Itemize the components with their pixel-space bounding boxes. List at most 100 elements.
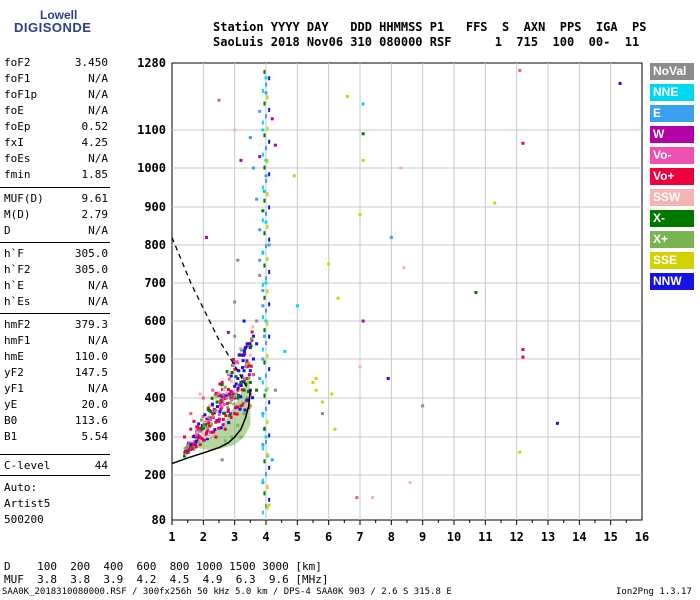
header-values: SaoLuis 2018 Nov06 310 080000 RSF 1 715 … (213, 35, 640, 49)
separator (0, 475, 110, 476)
data-point (264, 158, 268, 162)
data-point (206, 427, 210, 431)
param-value: 5.54 (81, 430, 109, 443)
data-point (194, 442, 197, 446)
data-point (399, 166, 403, 170)
x-tick-label: 7 (356, 530, 363, 544)
data-point (190, 447, 194, 451)
data-point (266, 321, 269, 326)
data-point (235, 392, 239, 396)
data-point (217, 412, 221, 416)
data-point (189, 442, 193, 446)
param-row: fxI 4.25 (4, 135, 108, 151)
param-value: 147.5 (74, 366, 108, 379)
data-point (214, 409, 218, 413)
data-point (239, 395, 243, 399)
param-name: h`Es (4, 295, 31, 308)
data-point (232, 361, 236, 365)
data-point (226, 392, 230, 396)
data-point (192, 440, 196, 444)
data-point (262, 334, 266, 338)
data-point (226, 405, 230, 409)
x-tick-label: 10 (447, 530, 461, 544)
data-point (208, 424, 212, 428)
legend-item: W (650, 126, 694, 143)
data-point (224, 393, 228, 397)
header-labels: Station YYYY DAY DDD HHMMSS P1 FFS S AXN… (213, 20, 647, 34)
data-point (225, 370, 229, 374)
data-point (226, 373, 230, 377)
data-point (211, 415, 215, 419)
y-tick-label: 300 (144, 430, 166, 444)
data-point (204, 433, 208, 437)
data-point (345, 95, 349, 98)
data-point (192, 447, 196, 451)
data-point (268, 367, 271, 372)
data-point (210, 430, 214, 434)
param-row: h`F2 305.0 (4, 262, 108, 278)
data-point (265, 114, 267, 119)
data-point (213, 393, 217, 397)
data-point (235, 405, 239, 409)
data-point (242, 353, 246, 357)
param-name: foEs (4, 152, 31, 165)
param-name: foF1 (4, 72, 31, 85)
data-point (233, 412, 237, 416)
data-point (264, 281, 268, 285)
data-point (261, 380, 264, 385)
param-name: fxI (4, 136, 24, 149)
legend-item: NNE (650, 84, 694, 101)
data-point (226, 330, 230, 334)
data-point (210, 396, 214, 400)
data-point (255, 388, 259, 392)
data-point (311, 380, 315, 384)
data-point (247, 373, 251, 377)
data-point (245, 362, 249, 366)
data-point (245, 344, 249, 348)
data-point (191, 443, 195, 447)
data-point (220, 418, 224, 422)
separator (0, 242, 110, 243)
param-name: foF1p (4, 88, 38, 101)
data-point (198, 435, 202, 439)
data-point (196, 434, 200, 438)
param-name: foF2 (4, 56, 31, 69)
data-point (223, 411, 227, 415)
data-point (199, 418, 203, 422)
param-name: M(D) (4, 208, 31, 221)
data-point (217, 419, 221, 423)
y-tick-label: 600 (144, 314, 166, 328)
x-tick-label: 3 (231, 530, 238, 544)
data-point (217, 98, 221, 102)
data-point (263, 263, 266, 268)
data-point (194, 439, 198, 443)
data-point (265, 406, 267, 411)
data-point (233, 360, 237, 364)
data-point (241, 366, 244, 370)
data-point (248, 364, 252, 368)
data-point (268, 107, 271, 112)
data-point (265, 146, 267, 151)
data-point (242, 379, 246, 383)
data-point (205, 437, 209, 441)
param-row: fmin 1.85 (4, 167, 108, 183)
data-point (189, 412, 193, 416)
data-point (201, 431, 205, 435)
data-point (223, 427, 227, 431)
data-point (261, 357, 265, 361)
data-point (355, 496, 359, 499)
data-point (244, 365, 248, 369)
legend-item: SSE (650, 252, 694, 269)
data-point (243, 403, 247, 407)
data-point (205, 417, 209, 421)
data-point (245, 396, 249, 400)
data-point (201, 415, 205, 419)
profile-dashed-line (171, 237, 250, 391)
data-point (261, 347, 264, 352)
data-point (251, 325, 255, 329)
param-name: MUF(D) (4, 192, 44, 205)
x-tick-label: 4 (262, 530, 269, 544)
param-row: foEp 0.52 (4, 119, 108, 135)
data-point (402, 266, 406, 270)
data-point (266, 126, 269, 131)
